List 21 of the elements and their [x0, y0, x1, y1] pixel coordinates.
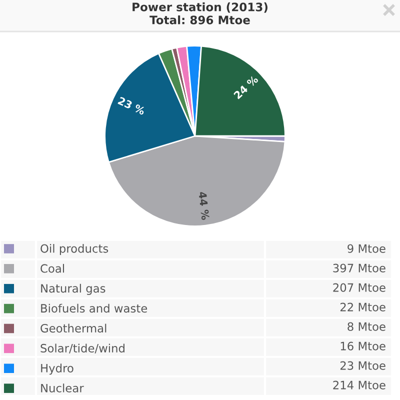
legend-label: Solar/tide/wind	[40, 344, 124, 354]
legend-label: Nuclear	[41, 384, 84, 392]
chart-title: Power station (2013)	[132, 2, 268, 13]
data-label: 207 Mtoe	[333, 283, 386, 292]
data-label: 23 Mtoe	[340, 361, 386, 370]
legend-label: Hydro	[41, 364, 74, 375]
legend-label: Geothermal	[40, 324, 106, 333]
text: 44 %	[198, 192, 210, 220]
data-label: 9 Mtoe	[348, 244, 386, 253]
data-label: 22 Mtoe	[340, 302, 386, 312]
legend-label: Natural gas	[41, 284, 106, 295]
data-label: 397 Mtoe	[333, 264, 386, 272]
legend-label: Coal	[40, 264, 64, 273]
legend-label: Biofuels and waste	[41, 304, 148, 313]
data-label: 16 Mtoe	[340, 342, 386, 350]
data-label: 8 Mtoe	[348, 322, 386, 331]
text: 24 %	[233, 74, 259, 100]
legend-label: Oil products	[40, 244, 108, 256]
text: 23 %	[118, 96, 146, 116]
chart-subtitle: Total: 896 Mtoe	[150, 15, 250, 24]
data-label: 214 Mtoe	[333, 380, 386, 390]
